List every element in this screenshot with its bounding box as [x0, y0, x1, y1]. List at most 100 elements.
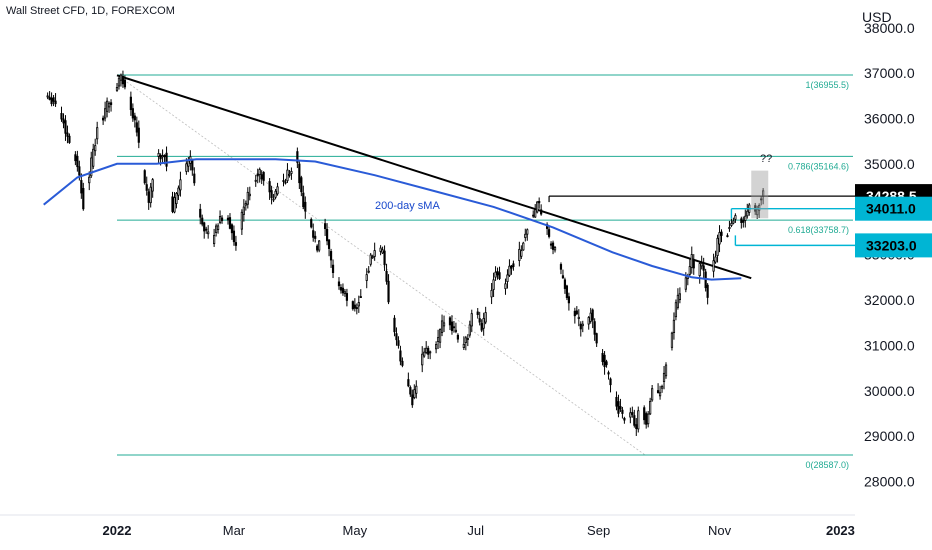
candle-body: [64, 120, 67, 134]
y-tick-label: 35000.0: [864, 156, 915, 172]
candle-body: [734, 215, 737, 220]
candle-body: [643, 407, 646, 421]
y-tick-label: 29000.0: [864, 428, 915, 444]
candle-body: [92, 148, 95, 167]
candle-body: [117, 77, 121, 87]
candle-body: [395, 333, 398, 341]
candle-body: [379, 247, 382, 252]
candle-body: [105, 100, 109, 112]
candle-body: [135, 122, 138, 133]
descending-trendline[interactable]: [116, 74, 752, 280]
candle-body: [191, 160, 194, 171]
candle-body: [314, 235, 317, 239]
candle-body: [230, 224, 234, 234]
candle-body: [385, 270, 388, 282]
candle-body: [393, 317, 396, 333]
candle-body: [383, 250, 386, 266]
y-tick-label: 28000.0: [864, 474, 915, 490]
candle-body: [589, 312, 592, 322]
candle-body: [159, 154, 162, 160]
candle-body: [145, 184, 148, 191]
time-axis[interactable]: 2022 Mar May Jul Sep Nov 2023: [0, 514, 855, 538]
candle-body: [520, 250, 523, 257]
fib-retracement[interactable]: 1(36955.5) 0.786(35164.6) 0.618(33758.7) 0(…: [116, 74, 853, 470]
price-axis[interactable]: USD38000.037000.036000.035000.033000.032…: [855, 9, 932, 490]
candle-body: [676, 294, 680, 308]
candle-body: [66, 132, 69, 137]
candle-body: [662, 372, 666, 382]
candle-body: [508, 265, 511, 276]
candle-body: [684, 277, 687, 290]
candle-body: [476, 311, 479, 315]
candle-body: [331, 264, 335, 274]
candle-body: [492, 279, 495, 290]
candle-body: [337, 281, 341, 287]
candle-body: [450, 321, 454, 332]
y-tick-label: 37000.0: [864, 65, 915, 81]
candle-body: [163, 154, 166, 158]
candle-body: [601, 353, 604, 363]
candle-body: [137, 127, 140, 143]
candle-body: [274, 190, 277, 198]
candle-body: [88, 176, 91, 184]
price-tag[interactable]: [855, 196, 932, 221]
candle-body: [76, 155, 79, 168]
candle-body: [649, 401, 652, 415]
candle-body: [559, 264, 563, 270]
candle-body: [435, 344, 438, 350]
candle-body: [526, 229, 529, 235]
candle-body: [423, 351, 426, 357]
candle-body: [260, 174, 263, 180]
candle-body: [712, 260, 715, 272]
candle-body: [157, 152, 160, 157]
horizontal-levels[interactable]: [548, 195, 855, 247]
candle-body: [581, 323, 584, 327]
candle-body: [714, 256, 717, 263]
candle-body: [246, 191, 249, 205]
candle-body: [177, 187, 180, 196]
price-tag-label: 34011.0: [866, 201, 916, 217]
candle-body: [415, 385, 418, 394]
candle-body: [262, 172, 265, 181]
y-tick-label: 30000.0: [864, 383, 915, 399]
candle-body: [240, 211, 243, 230]
candle-body: [633, 415, 636, 426]
candle-body: [421, 353, 424, 366]
price-tag[interactable]: [855, 233, 932, 258]
candle-body: [369, 254, 372, 265]
candle-body: [316, 245, 319, 251]
candle-body: [242, 206, 245, 215]
moving-average-layer: [43, 158, 742, 281]
candle-body: [462, 343, 465, 348]
candle-body: [220, 217, 224, 221]
candle-body: [728, 227, 731, 230]
candle-body: [678, 293, 681, 301]
candle-body: [329, 251, 333, 261]
candle-body: [129, 96, 132, 111]
fib-level-label: 0.618(33758.7): [788, 225, 849, 235]
fib-diagonal: [116, 74, 646, 456]
candle-body: [615, 396, 618, 407]
candle-body: [282, 180, 285, 182]
candle-body: [740, 218, 743, 223]
candle-body: [478, 318, 481, 323]
candle-body: [300, 177, 303, 193]
trendline-layer[interactable]: [116, 74, 752, 280]
candle-body: [143, 170, 146, 184]
candle-body: [448, 317, 452, 326]
candle-body: [185, 163, 188, 172]
candle-body: [90, 157, 93, 177]
candle-body: [468, 324, 471, 336]
candle-body: [647, 413, 650, 425]
candle-body: [161, 155, 164, 158]
candle-body: [411, 394, 414, 406]
candle-body: [62, 118, 65, 124]
candle-body: [359, 296, 362, 298]
candle-body: [591, 309, 594, 321]
candle-body: [547, 229, 551, 237]
candle-body: [409, 387, 412, 395]
candle-body: [617, 401, 620, 414]
candle-body: [54, 100, 57, 105]
candle-body: [399, 350, 402, 362]
